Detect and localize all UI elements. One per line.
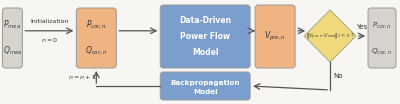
Text: $n=0$: $n=0$	[41, 36, 58, 44]
Text: $Q_{cor,n}$: $Q_{cor,n}$	[85, 45, 108, 57]
FancyBboxPatch shape	[160, 5, 250, 68]
Text: Model: Model	[193, 89, 218, 95]
Text: Power Flow: Power Flow	[180, 32, 230, 41]
Text: $Q_{mea}$: $Q_{mea}$	[3, 45, 22, 57]
FancyBboxPatch shape	[160, 72, 250, 100]
Text: Yes: Yes	[356, 24, 368, 30]
Text: $V_{pre,n}$: $V_{pre,n}$	[264, 30, 286, 43]
Text: No: No	[333, 73, 342, 79]
Polygon shape	[304, 10, 356, 62]
Text: $P_{cor,n}$: $P_{cor,n}$	[86, 19, 107, 31]
Text: $n=n+1$: $n=n+1$	[68, 73, 97, 81]
Text: $P_{mea}$: $P_{mea}$	[3, 19, 22, 31]
Text: Data-Driven: Data-Driven	[179, 16, 231, 25]
Text: Backpropagation: Backpropagation	[170, 80, 240, 86]
FancyBboxPatch shape	[2, 8, 22, 68]
FancyBboxPatch shape	[368, 8, 396, 68]
Text: $P_{cor,n}$: $P_{cor,n}$	[372, 20, 392, 30]
Text: Model: Model	[192, 48, 218, 57]
FancyBboxPatch shape	[76, 8, 116, 68]
Text: $\Vert V_{pre,n}$-$V_{mea}\Vert_2<\varepsilon$ ?: $\Vert V_{pre,n}$-$V_{mea}\Vert_2<\varep…	[306, 31, 354, 41]
FancyBboxPatch shape	[255, 5, 295, 68]
Text: Initialization: Initialization	[30, 19, 69, 24]
Text: $Q_{cor,n}$: $Q_{cor,n}$	[372, 46, 392, 56]
